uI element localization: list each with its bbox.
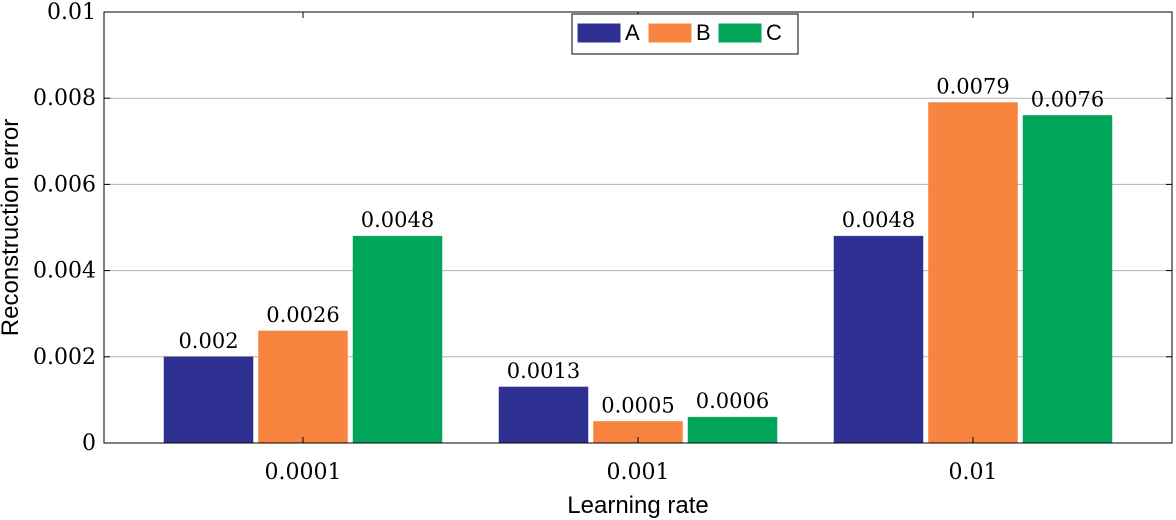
data-label: 0.0048 <box>842 208 915 232</box>
data-label: 0.0048 <box>361 208 434 232</box>
bar-b-0.0001 <box>258 330 348 444</box>
data-label: 0.0079 <box>936 75 1009 99</box>
legend-swatch-b <box>648 23 692 43</box>
legend-label: B <box>696 20 711 45</box>
bars <box>163 102 1113 444</box>
bar-a-0.01 <box>833 235 924 444</box>
legend-swatch-a <box>577 23 621 43</box>
y-tick-label: 0.004 <box>33 259 96 284</box>
x-axis-title: Learning rate <box>567 492 708 519</box>
data-label: 0.0013 <box>507 359 580 383</box>
legend: A B C <box>571 13 799 55</box>
data-label: 0.0005 <box>601 393 674 417</box>
y-axis-title: Reconstruction error <box>0 119 24 336</box>
y-tick-label: 0.006 <box>33 172 96 197</box>
bar-b-0.01 <box>928 102 1018 444</box>
y-tick-label: 0.01 <box>47 0 96 25</box>
bar-c-0.0001 <box>352 235 443 444</box>
data-label: 0.002 <box>178 329 238 353</box>
legend-label: C <box>766 20 782 45</box>
bar-a-0.001 <box>498 386 589 444</box>
bar-c-0.001 <box>687 416 778 444</box>
data-labels: 0.002 0.0026 0.0048 0.0013 0.0005 0.0006 0.004… <box>178 75 1104 418</box>
axis-ticks: 0 0.002 0.004 0.006 0.008 0.01 0.0001 0.001 0.01 <box>33 0 1172 485</box>
y-tick-label: 0.008 <box>33 86 96 111</box>
data-label: 0.0006 <box>696 389 769 413</box>
legend-label: A <box>625 20 640 45</box>
x-tick-label: 0.01 <box>949 460 998 485</box>
x-tick-label: 0.0001 <box>265 460 342 485</box>
y-tick-label: 0.002 <box>33 345 96 370</box>
data-label: 0.0026 <box>266 303 339 327</box>
x-tick-label: 0.001 <box>607 460 670 485</box>
bar-c-0.01 <box>1022 115 1113 444</box>
y-tick-label: 0 <box>82 431 96 456</box>
data-label: 0.0076 <box>1031 87 1104 111</box>
legend-swatch-c <box>718 23 762 43</box>
bar-a-0.0001 <box>163 356 254 444</box>
